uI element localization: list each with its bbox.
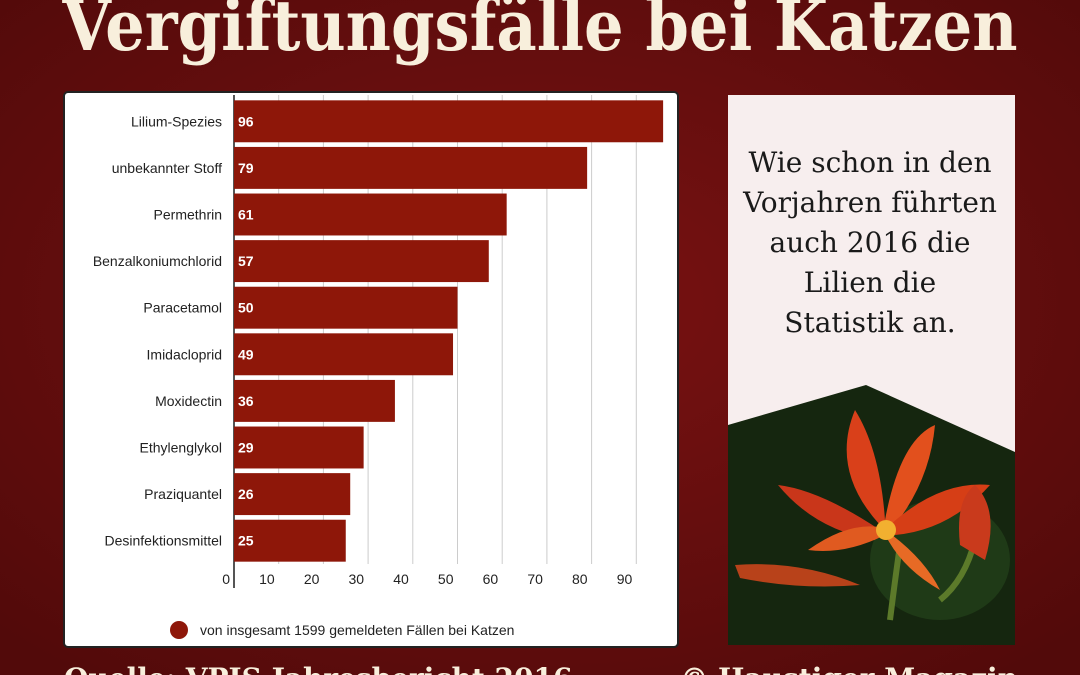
note-line: Statistik an. (784, 306, 955, 339)
bud (959, 485, 991, 560)
petal (808, 526, 885, 551)
value-label: 96 (238, 113, 254, 129)
x-tick-label: 50 (438, 571, 454, 587)
petal (846, 410, 885, 525)
bar (234, 240, 489, 283)
value-label: 26 (238, 486, 254, 502)
bar (234, 473, 351, 516)
leaf (735, 564, 860, 587)
flower-center (876, 520, 896, 540)
y-tick-label: Desinfektionsmittel (105, 533, 223, 549)
bar (234, 286, 458, 329)
chart: 0 10 20 30 40 50 60 70 80 90 Lilium-Spezies 96 unbek… (93, 95, 664, 639)
value-label: 57 (238, 253, 254, 269)
legend-swatch (170, 621, 188, 639)
x-tick-label: 10 (259, 571, 275, 587)
x-tick-label: 80 (572, 571, 588, 587)
value-label: 25 (238, 533, 254, 549)
bar (234, 379, 395, 422)
source: Quelle: VPIS Jahresbericht 2016 (64, 662, 572, 675)
y-tick-label: Ethylenglykol (140, 440, 223, 456)
bar (234, 100, 664, 143)
copyright: © Haustiger Magazin (680, 662, 1018, 675)
title: Vergiftungsfälle bei Katzen (62, 0, 1018, 67)
bar (234, 426, 364, 469)
note-text: Wie schon in den Vorjahren führten auch 20… (742, 146, 997, 339)
x-tick-label: 0 (222, 571, 230, 587)
bar (234, 519, 346, 562)
value-label: 79 (238, 160, 254, 176)
petal (885, 425, 935, 525)
value-label: 29 (238, 440, 254, 456)
x-tick-label: 90 (617, 571, 633, 587)
x-tick-label: 20 (304, 571, 320, 587)
y-tick-label: unbekannter Stoff (112, 160, 222, 176)
y-tick-label: Permethrin (154, 207, 222, 223)
bar (234, 333, 454, 376)
value-label: 49 (238, 346, 254, 362)
lily-image (728, 385, 1015, 645)
note-line: Vorjahren führten (742, 186, 997, 219)
x-tick-label: 70 (527, 571, 543, 587)
note-line: auch 2016 die (770, 226, 971, 259)
note-line: Wie schon in den (748, 146, 991, 179)
petal (890, 484, 990, 535)
note-line: Lilien die (804, 266, 936, 299)
legend-label: von insgesamt 1599 gemeldeten Fällen bei… (200, 622, 514, 638)
petal (888, 535, 940, 590)
y-tick-label: Benzalkoniumchlorid (93, 253, 222, 269)
y-tick-label: Moxidectin (155, 393, 222, 409)
x-tick-label: 30 (349, 571, 365, 587)
y-tick-label: Imidacloprid (147, 346, 222, 362)
x-tick-label: 60 (483, 571, 499, 587)
y-tick-label: Paracetamol (143, 300, 222, 316)
x-tick-label: 40 (393, 571, 409, 587)
value-label: 36 (238, 393, 254, 409)
y-tick-label: Lilium-Spezies (131, 113, 222, 129)
y-tick-label: Praziquantel (144, 486, 222, 502)
value-label: 61 (238, 207, 254, 223)
bar (234, 146, 588, 189)
value-label: 50 (238, 300, 254, 316)
petal (778, 485, 880, 540)
bar (234, 193, 507, 236)
